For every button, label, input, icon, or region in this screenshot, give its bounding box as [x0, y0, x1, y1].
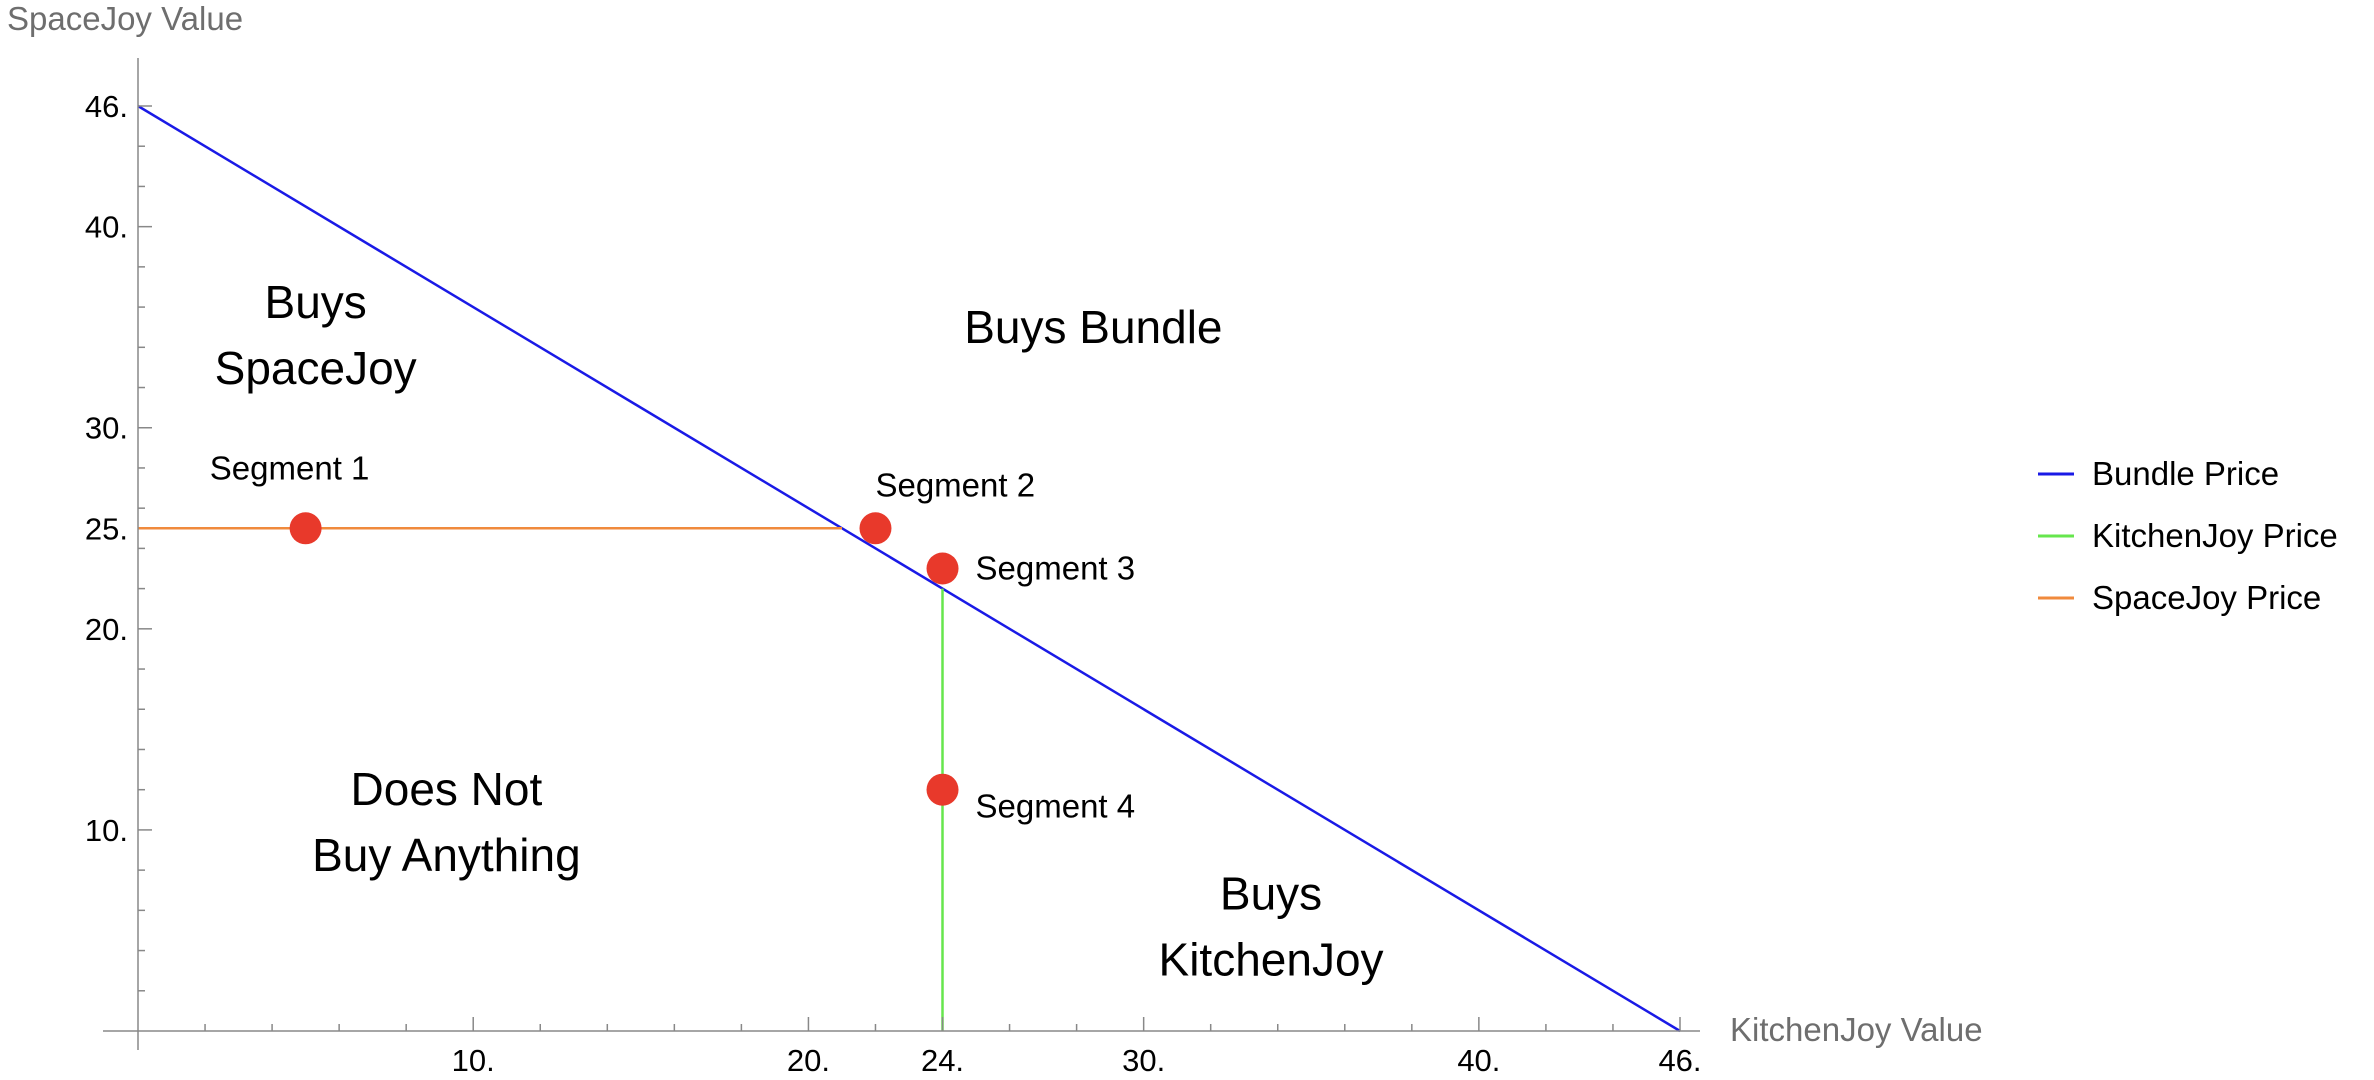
segment-point — [289, 512, 322, 545]
y-axis-title: SpaceJoy Value — [7, 0, 243, 37]
segment-point — [926, 773, 959, 806]
segment-label: Segment 4 — [976, 788, 1136, 825]
segment-label: Segment 1 — [210, 449, 370, 486]
region-label: Buys — [265, 276, 367, 328]
legend: Bundle Price KitchenJoy Price SpaceJoy Pri… — [2038, 455, 2338, 616]
x-tick-label: 46. — [1658, 1043, 1701, 1078]
region-label: Does Not — [351, 763, 543, 815]
y-tick-label: 40. — [85, 210, 128, 245]
region-label: Buys Bundle — [964, 301, 1222, 353]
y-tick-label: 10. — [85, 813, 128, 848]
region-labels: Buys SpaceJoy Buys Bundle Does Not Buy Anyth… — [215, 276, 1384, 985]
y-tick-label: 30. — [85, 411, 128, 446]
series-lines — [137, 104, 1681, 1033]
region-label: Buy Anything — [312, 829, 581, 881]
ticks: 10. 20. 24. 30. 40. 46. 10. 20. 25. 30. 40. 46. — [85, 89, 1702, 1078]
y-tick-label: 20. — [85, 612, 128, 647]
region-label: KitchenJoy — [1159, 933, 1384, 985]
region-label: SpaceJoy — [215, 342, 417, 394]
legend-label: KitchenJoy Price — [2092, 517, 2338, 554]
segment-point — [926, 552, 959, 585]
segment-label: Segment 3 — [976, 550, 1136, 587]
x-axis-title: KitchenJoy Value — [1730, 1011, 1983, 1048]
segment-points: Segment 1 Segment 2 Segment 3 Segment 4 — [210, 449, 1135, 824]
y-tick-label: 46. — [85, 89, 128, 124]
x-tick-label: 20. — [787, 1043, 830, 1078]
x-tick-label: 40. — [1457, 1043, 1500, 1078]
axes — [103, 58, 1700, 1050]
y-tick-label: 25. — [85, 511, 128, 546]
segment-point — [859, 512, 892, 545]
bundle-price-line — [137, 104, 1681, 1033]
region-label: Buys — [1220, 867, 1322, 919]
legend-label: SpaceJoy Price — [2092, 579, 2321, 616]
legend-label: Bundle Price — [2092, 455, 2279, 492]
x-tick-label: 30. — [1122, 1043, 1165, 1078]
x-tick-label: 24. — [921, 1043, 964, 1078]
x-tick-label: 10. — [452, 1043, 495, 1078]
segment-label: Segment 2 — [875, 466, 1035, 503]
